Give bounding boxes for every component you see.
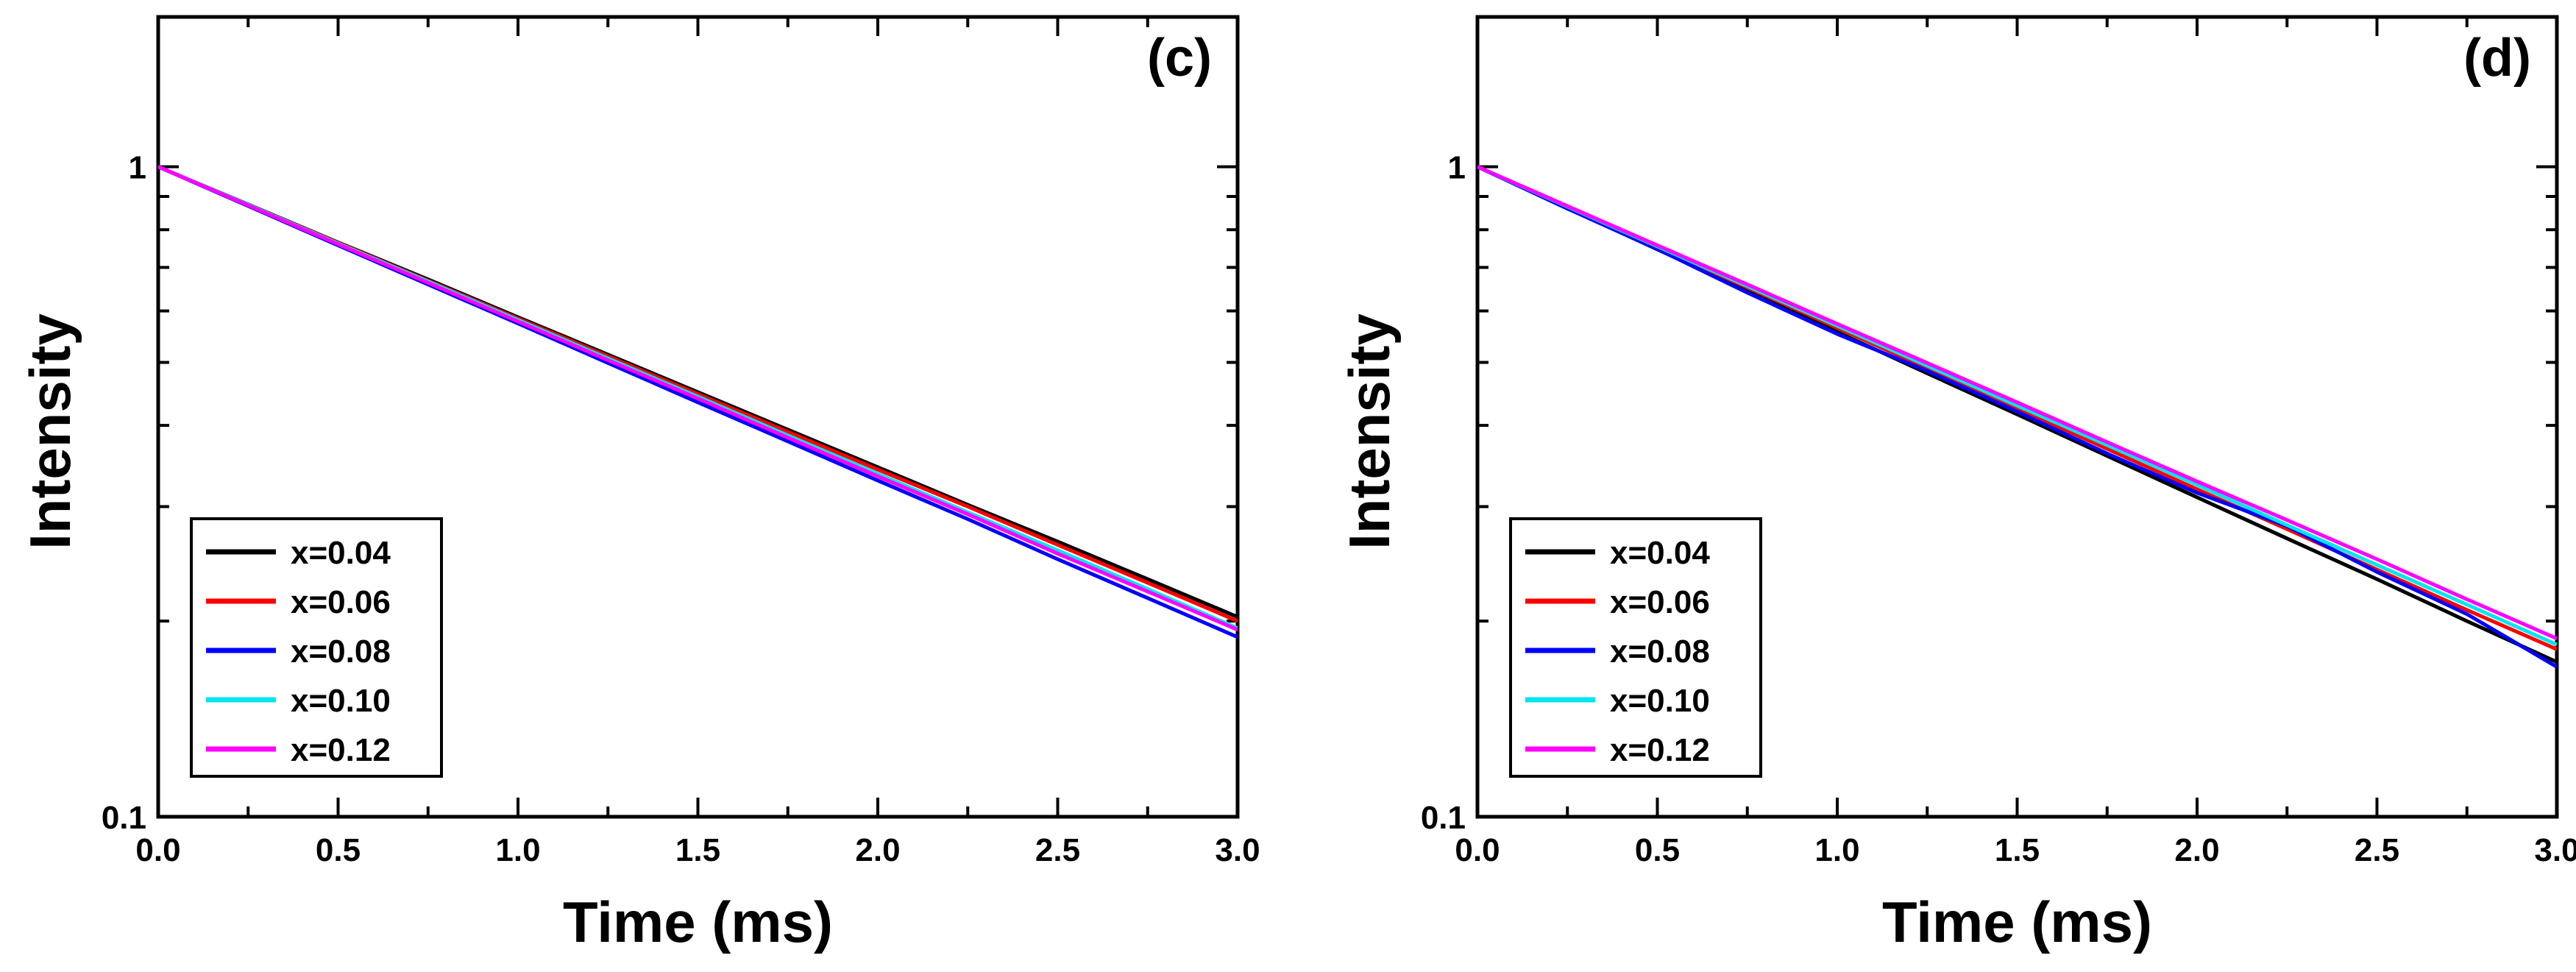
- legend-label: x=0.08: [1610, 634, 1710, 670]
- y-axis-title: Intensity: [18, 313, 82, 550]
- x-tick-label: 1.0: [1814, 832, 1859, 868]
- panel-label: (c): [1147, 29, 1212, 88]
- legend-label: x=0.06: [291, 584, 391, 620]
- x-tick-label: 3.0: [1215, 832, 1260, 868]
- x-tick-label: 0.0: [135, 832, 180, 868]
- x-tick-label: 1.5: [1995, 832, 2040, 868]
- legend-label: x=0.04: [291, 535, 391, 571]
- series-line-x-0-08: [1477, 165, 2557, 669]
- x-tick-label: 2.5: [2355, 832, 2399, 868]
- legend-label: x=0.12: [1610, 732, 1710, 768]
- legend-label: x=0.06: [1610, 584, 1710, 620]
- y-tick-label: 1: [1448, 150, 1466, 186]
- x-tick-label: 0.5: [316, 832, 361, 868]
- x-axis-title: Time (ms): [563, 890, 833, 954]
- legend-label: x=0.10: [1610, 683, 1710, 719]
- y-tick-label: 0.1: [102, 800, 146, 836]
- chart-panel-d: 0.0 0.5 1.0 1.5 2.0 2.5 3.0 0.1 1 Time (ms) Intens…: [1337, 15, 2576, 954]
- chart-panel-c: 0.0 0.5 1.0 1.5 2.0 2.5 3.0 0.1 1 Time (ms) Intens…: [18, 15, 1260, 954]
- x-tick-label: 2.0: [855, 832, 900, 868]
- legend: [190, 517, 443, 778]
- legend: [1509, 517, 1762, 778]
- x-tick-label: 3.0: [2534, 832, 2576, 868]
- y-tick-label: 0.1: [1421, 800, 1466, 836]
- x-tick-label: 1.0: [495, 832, 540, 868]
- legend-label: x=0.04: [1610, 535, 1710, 571]
- x-tick-label: 0.5: [1635, 832, 1680, 868]
- x-axis-title: Time (ms): [1882, 890, 2152, 954]
- legend-label: x=0.08: [291, 634, 391, 670]
- x-tick-label: 0.0: [1455, 832, 1500, 868]
- x-tick-label: 1.5: [675, 832, 720, 868]
- series-line-x-0-12: [1477, 165, 2557, 641]
- x-tick-label: 2.0: [2174, 832, 2219, 868]
- x-tick-label: 2.5: [1035, 832, 1080, 868]
- legend-label: x=0.10: [291, 683, 391, 719]
- y-tick-label: 1: [129, 150, 146, 186]
- legend-label: x=0.12: [291, 732, 391, 768]
- series-line-x-0-12: [158, 165, 1238, 632]
- panel-label: (d): [2463, 29, 2531, 88]
- y-axis-title: Intensity: [1337, 313, 1402, 550]
